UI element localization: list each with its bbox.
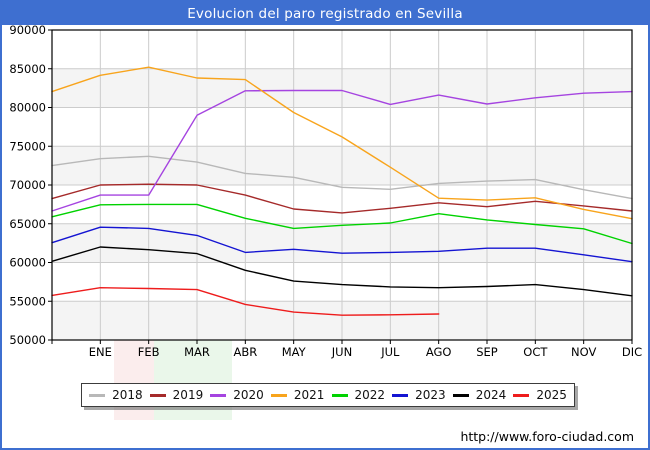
legend: 2018 2019 2020 2021 2022 2023 2024 2025 xyxy=(81,383,575,407)
legend-swatch-2022 xyxy=(331,393,348,397)
legend-label-2023: 2023 xyxy=(415,388,446,402)
series-line-2025 xyxy=(51,287,440,316)
legend-label-2021: 2021 xyxy=(293,388,325,402)
x-tick-label: ENE xyxy=(89,345,112,359)
legend-swatch-2024 xyxy=(452,393,469,397)
x-tick-label: MAR xyxy=(184,345,210,359)
x-tick-label: JUN xyxy=(331,345,352,359)
legend-label-2022: 2022 xyxy=(354,388,386,402)
footer-url: http://www.foro-ciudad.com xyxy=(460,429,634,444)
legend-label-2025: 2025 xyxy=(536,388,567,402)
x-tick-label: JUL xyxy=(380,345,400,359)
x-tick-label: NOV xyxy=(571,345,596,359)
series-line-2019 xyxy=(51,183,633,214)
y-tick-label: 60000 xyxy=(9,256,46,270)
x-tick-label: OCT xyxy=(523,345,548,359)
series-line-2020 xyxy=(51,89,633,212)
legend-swatch-2019 xyxy=(149,393,166,397)
series-line-2024 xyxy=(51,246,633,297)
y-tick-label: 75000 xyxy=(9,139,46,153)
y-tick-label: 85000 xyxy=(9,62,46,76)
legend-swatch-2025 xyxy=(513,393,530,397)
x-tick-label: DIC xyxy=(622,345,642,359)
legend-swatch-2023 xyxy=(392,393,409,397)
legend-label-2019: 2019 xyxy=(172,388,204,402)
legend-swatch-2021 xyxy=(270,393,287,397)
x-tick-label: AGO xyxy=(426,345,452,359)
legend-item-2019: 2019 xyxy=(149,388,204,402)
y-tick-label: 70000 xyxy=(9,178,46,192)
legend-swatch-2018 xyxy=(89,393,106,397)
x-tick-label: ABR xyxy=(233,345,257,359)
legend-item-2022: 2022 xyxy=(331,388,386,402)
series-line-2021 xyxy=(51,66,633,220)
chart-title-bar: Evolucion del paro registrado en Sevilla xyxy=(2,2,648,25)
legend-item-2025: 2025 xyxy=(513,388,567,402)
y-tick-label: 80000 xyxy=(9,101,46,115)
series-line-2023 xyxy=(51,226,633,263)
y-tick-label: 65000 xyxy=(9,217,46,231)
legend-item-2018: 2018 xyxy=(89,388,143,402)
x-tick-label: MAY xyxy=(282,345,307,359)
y-tick-label: 90000 xyxy=(9,23,46,37)
legend-item-2020: 2020 xyxy=(210,388,264,402)
legend-item-2024: 2024 xyxy=(452,388,507,402)
page-title: Evolucion del paro registrado en Sevilla xyxy=(187,5,463,22)
legend-item-2021: 2021 xyxy=(270,388,325,402)
y-tick-label: 55000 xyxy=(9,294,46,308)
y-tick-label: 50000 xyxy=(9,333,46,347)
series-line-2022 xyxy=(51,203,633,245)
x-tick-label: FEB xyxy=(138,345,160,359)
legend-label-2024: 2024 xyxy=(475,388,507,402)
series-line-2018 xyxy=(51,155,633,200)
x-tick-label: SEP xyxy=(476,345,498,359)
legend-label-2018: 2018 xyxy=(112,388,143,402)
legend-swatch-2020 xyxy=(210,393,227,397)
legend-item-2023: 2023 xyxy=(392,388,446,402)
legend-label-2020: 2020 xyxy=(233,388,264,402)
line-chart: 90000 85000 80000 75000 70000 65000 60000 55000… xyxy=(9,23,642,359)
